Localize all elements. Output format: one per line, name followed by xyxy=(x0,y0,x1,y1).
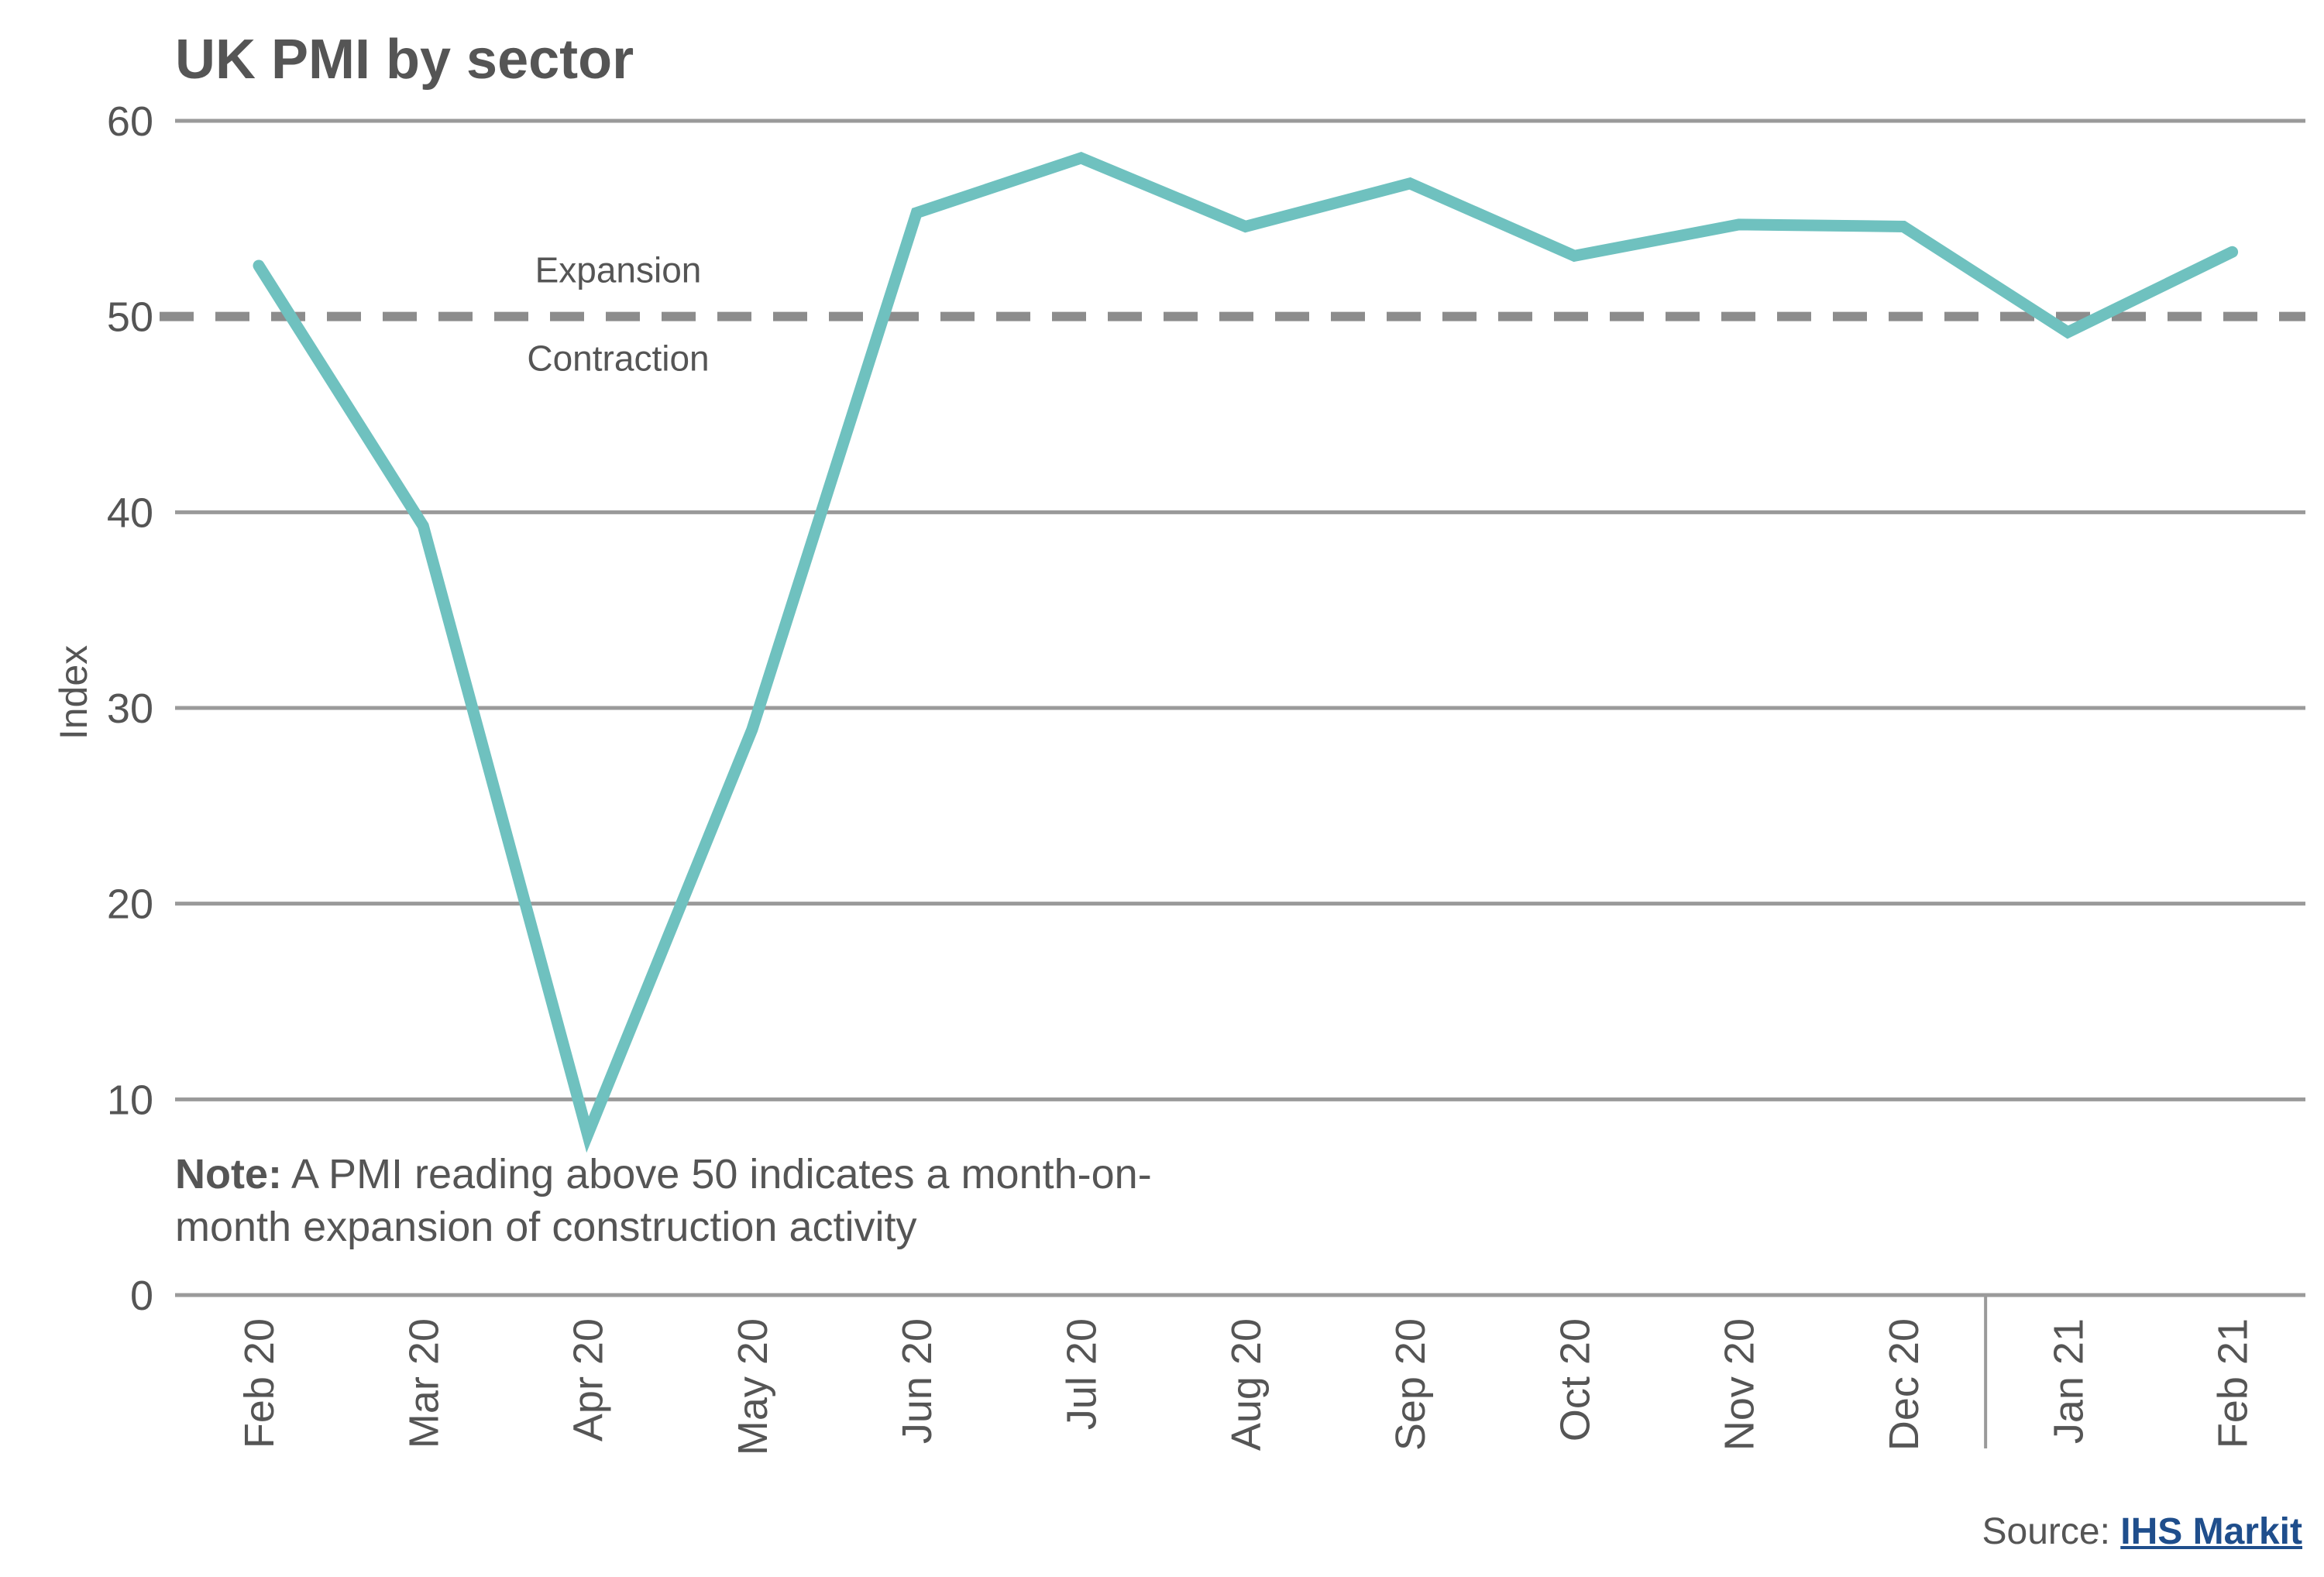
gridlines xyxy=(175,119,2305,1297)
source-prefix: Source: xyxy=(1982,1511,2121,1552)
y-axis-label: Index xyxy=(52,645,95,740)
x-tick-label: Dec 20 xyxy=(1881,1318,1927,1451)
expansion-label: Expansion xyxy=(535,250,702,290)
x-tick-label: Jan 21 xyxy=(2045,1318,2092,1444)
source-link[interactable]: IHS Markit xyxy=(2120,1511,2302,1552)
x-tick-label: Feb 21 xyxy=(2210,1318,2257,1448)
x-tick-label: Nov 20 xyxy=(1717,1318,1763,1451)
y-tick-20: 20 xyxy=(107,881,153,928)
reference-line-50: Expansion Contraction xyxy=(160,250,2305,379)
x-tick-label: Jul 20 xyxy=(1059,1318,1105,1430)
y-tick-0: 0 xyxy=(130,1273,153,1319)
y-tick-50: 50 xyxy=(107,294,153,341)
x-tick-label: Apr 20 xyxy=(566,1318,612,1441)
y-axis-ticks: 0 10 20 30 40 50 60 xyxy=(107,98,153,1319)
x-tick-label: Sep 20 xyxy=(1387,1318,1434,1451)
series-line-0 xyxy=(253,152,2239,1153)
x-tick-label: Feb 20 xyxy=(236,1318,283,1448)
x-tick-label: Mar 20 xyxy=(401,1318,447,1448)
x-tick-label: Aug 20 xyxy=(1223,1318,1270,1451)
note-text: A PMI reading above 50 indicates a month… xyxy=(175,1151,1152,1250)
y-tick-10: 10 xyxy=(107,1077,153,1123)
contraction-label: Contraction xyxy=(527,338,709,379)
y-tick-60: 60 xyxy=(107,98,153,145)
x-tick-label: May 20 xyxy=(730,1318,776,1455)
chart-note: Note: A PMI reading above 50 indicates a… xyxy=(175,1148,1260,1253)
y-tick-30: 30 xyxy=(107,685,153,732)
note-label: Note: xyxy=(175,1151,282,1197)
source-credit: Source: IHS Markit xyxy=(1982,1510,2303,1553)
x-tick-label: Jun 20 xyxy=(894,1318,940,1444)
chart-title: UK PMI by sector xyxy=(175,29,634,91)
y-tick-40: 40 xyxy=(107,490,153,536)
x-tick-label: Oct 20 xyxy=(1552,1318,1598,1441)
x-axis: Feb 20 Mar 20 Apr 20 May 20 Jun 20 Jul 20 Aug … xyxy=(236,1295,2257,1455)
series-lines xyxy=(253,152,2239,1153)
